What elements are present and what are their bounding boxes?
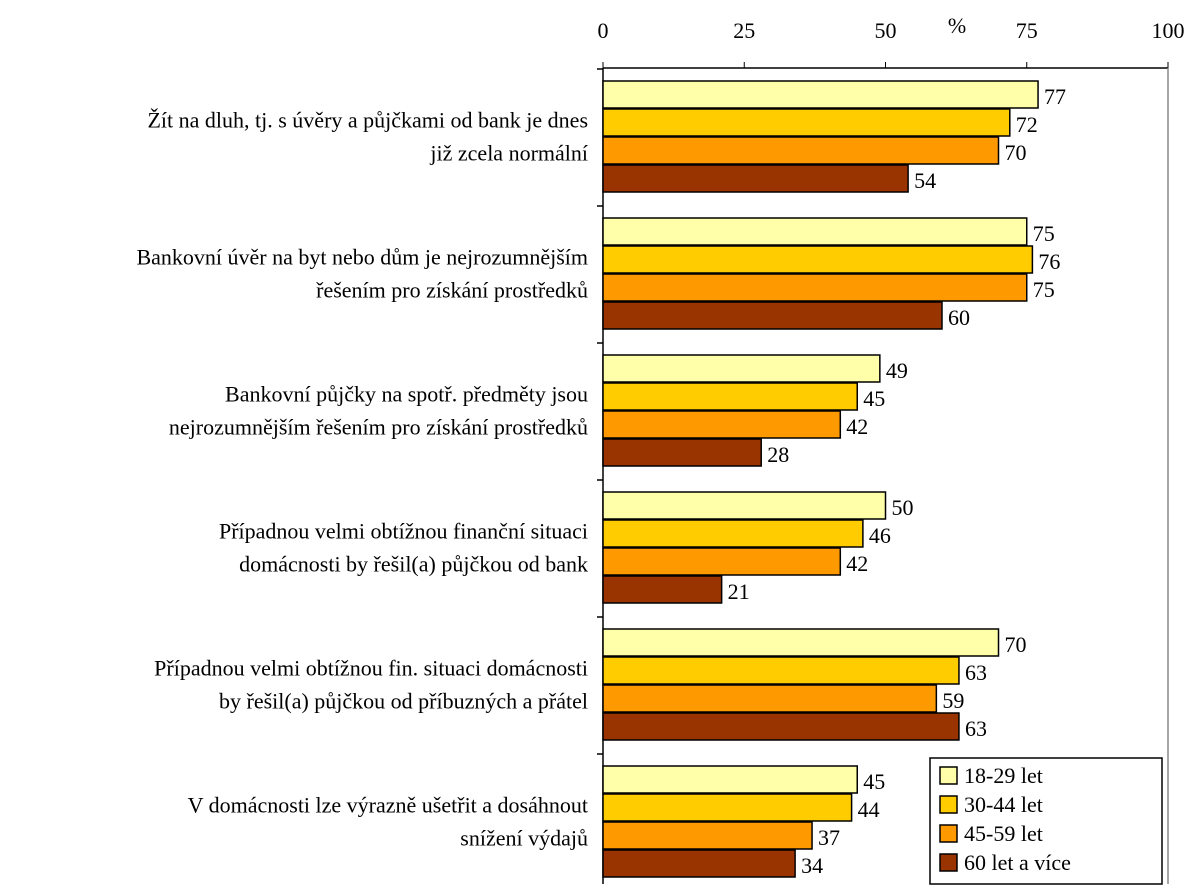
category-label: Případnou velmi obtížnou finanční situac…	[219, 519, 588, 544]
data-label: 59	[942, 688, 964, 713]
bar	[602, 575, 723, 604]
unit-label: %	[948, 13, 966, 38]
bar	[602, 491, 887, 520]
bar	[602, 164, 909, 193]
category-label: by řešil(a) půjčkou od příbuzných a přát…	[219, 689, 588, 714]
data-label: 70	[1005, 632, 1027, 657]
data-label: 75	[1033, 277, 1055, 302]
data-label: 45	[863, 769, 885, 794]
bar	[602, 821, 813, 850]
legend-label: 30-44 let	[964, 792, 1043, 817]
data-label: 44	[858, 797, 880, 822]
data-label: 34	[801, 853, 823, 878]
legend-swatch	[939, 766, 958, 785]
x-tick-label: 0	[598, 18, 609, 43]
legend-swatch	[939, 853, 958, 872]
data-label: 37	[818, 825, 840, 850]
category-label: snížení výdajů	[460, 826, 588, 851]
x-tick-label: 50	[875, 18, 897, 43]
bars-group	[602, 80, 1039, 878]
bar	[602, 354, 881, 383]
category-label: Bankovní úvěr na byt nebo dům je nejrozu…	[136, 245, 588, 270]
bar	[602, 712, 960, 741]
data-label: 76	[1038, 249, 1060, 274]
bar	[602, 438, 762, 467]
bar	[602, 217, 1028, 246]
data-label: 46	[869, 523, 891, 548]
data-label: 70	[1005, 140, 1027, 165]
category-label: V domácnosti lze výrazně ušetřit a dosáh…	[188, 793, 588, 818]
bar	[602, 382, 858, 411]
x-tick-label: 100	[1152, 18, 1185, 43]
bar	[602, 410, 842, 439]
bar	[602, 684, 938, 713]
legend-label: 18-29 let	[964, 763, 1043, 788]
x-tick-label: 25	[733, 18, 755, 43]
x-tick-label: 75	[1016, 18, 1038, 43]
bar	[602, 273, 1028, 302]
legend-label: 60 let a více	[964, 850, 1071, 875]
category-label: Případnou velmi obtížnou fin. situaci do…	[154, 656, 588, 681]
bar	[602, 519, 864, 548]
data-label: 49	[886, 358, 908, 383]
bar	[602, 301, 943, 330]
legend: 18-29 let 30-44 let 45-59 let 60 let a více	[929, 757, 1163, 885]
data-label: 50	[892, 495, 914, 520]
category-label: řešením pro získání prostředků	[316, 278, 588, 303]
data-label: 63	[965, 660, 987, 685]
bar	[602, 245, 1034, 274]
bar	[602, 765, 858, 794]
legend-swatch	[939, 795, 958, 814]
category-labels-group: Žít na dluh, tj. s úvěry a půjčkami od b…	[136, 108, 588, 851]
category-label: Žít na dluh, tj. s úvěry a půjčkami od b…	[147, 108, 588, 133]
data-label: 60	[948, 305, 970, 330]
data-label: 77	[1044, 84, 1066, 109]
data-label: 75	[1033, 221, 1055, 246]
category-label: Bankovní půjčky na spotř. předměty jsou	[225, 382, 588, 407]
data-label: 28	[767, 442, 789, 467]
bar	[602, 108, 1011, 137]
bar	[602, 547, 842, 576]
bar	[602, 80, 1039, 109]
data-label: 54	[914, 168, 936, 193]
data-label: 42	[846, 414, 868, 439]
value-labels-group: 7772705475767560494542285046422170635963…	[728, 84, 1066, 878]
data-label: 72	[1016, 112, 1038, 137]
legend-label: 45-59 let	[964, 821, 1043, 846]
data-label: 63	[965, 716, 987, 741]
bar	[602, 656, 960, 685]
category-label: již zcela normální	[429, 141, 588, 166]
bar	[602, 849, 796, 878]
bar	[602, 793, 853, 822]
data-label: 42	[846, 551, 868, 576]
data-label: 45	[863, 386, 885, 411]
legend-swatch	[939, 824, 958, 843]
bar	[602, 136, 1000, 165]
data-label: 21	[728, 579, 750, 604]
category-label: domácnosti by řešil(a) půjčkou od bank	[239, 552, 588, 577]
legend-box	[929, 757, 1163, 885]
axis-group: 0 25 50 75 100%	[597, 13, 1185, 884]
category-label: nejrozumnějším řešením pro získání prost…	[169, 415, 588, 440]
bar	[602, 628, 1000, 657]
